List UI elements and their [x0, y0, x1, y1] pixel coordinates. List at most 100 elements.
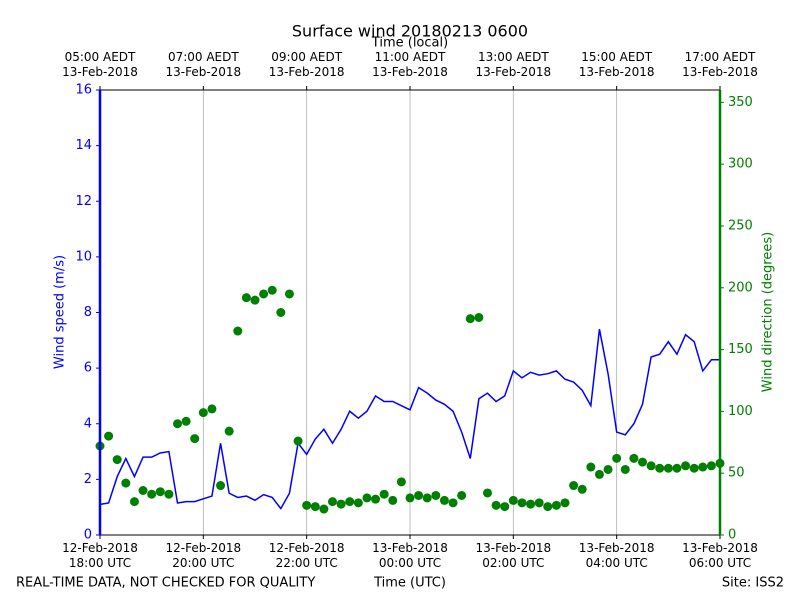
- direction-point: [173, 419, 182, 429]
- direction-point: [181, 416, 191, 426]
- y-tick-label: 2: [84, 472, 92, 487]
- chart-title: Surface wind 20180213 0600: [292, 22, 528, 41]
- y-tick-label: 16: [75, 83, 92, 98]
- x-tick-label: 13-Feb-2018 02:00 UTC: [475, 541, 552, 570]
- direction-point: [577, 484, 587, 494]
- y2-tick-label: 0: [728, 528, 736, 543]
- direction-point: [517, 498, 527, 508]
- direction-point: [508, 495, 518, 505]
- direction-point: [569, 481, 579, 491]
- direction-point: [500, 502, 510, 512]
- direction-point: [465, 314, 475, 324]
- y2-tick-label: 350: [728, 95, 753, 110]
- direction-point: [164, 489, 174, 499]
- direction-point: [551, 500, 561, 510]
- direction-point: [431, 490, 441, 500]
- x-axis-label: Time (UTC): [373, 576, 446, 591]
- direction-point: [371, 494, 381, 504]
- x-tick-label: 13-Feb-2018 04:00 UTC: [578, 541, 655, 570]
- direction-point: [491, 500, 501, 510]
- x-tick-label: 13-Feb-2018 06:00 UTC: [682, 541, 758, 570]
- y-tick-label: 4: [84, 416, 92, 431]
- direction-point: [319, 504, 329, 514]
- direction-point: [603, 464, 613, 474]
- direction-point: [336, 499, 346, 509]
- direction-point: [362, 493, 372, 503]
- direction-point: [594, 469, 604, 479]
- x2-tick-label: 11:00 AEDT 13-Feb-2018: [372, 50, 448, 79]
- x-tick-label: 12-Feb-2018 20:00 UTC: [165, 541, 242, 570]
- direction-point: [328, 497, 337, 507]
- direction-point: [388, 495, 398, 505]
- direction-point: [672, 463, 682, 473]
- direction-point: [655, 463, 665, 473]
- direction-point: [543, 502, 553, 512]
- direction-point: [241, 293, 251, 303]
- direction-point: [147, 489, 157, 499]
- direction-point: [474, 312, 484, 322]
- x2-tick-label: 17:00 AEDT 13-Feb-2018: [682, 50, 758, 79]
- y-axis-label: Wind speed (m/s): [53, 255, 68, 369]
- direction-point: [293, 436, 303, 446]
- direction-point: [302, 500, 312, 510]
- direction-point: [448, 498, 458, 508]
- footer-site: Site: ISS2: [722, 576, 784, 591]
- direction-point: [534, 498, 544, 508]
- x-tick-label: 12-Feb-2018 22:00 UTC: [268, 541, 345, 570]
- x2-tick-label: 13:00 AEDT 13-Feb-2018: [475, 50, 552, 79]
- x-tick-label: 13-Feb-2018 00:00 UTC: [372, 541, 448, 570]
- direction-point: [379, 489, 389, 499]
- direction-point: [207, 404, 217, 414]
- direction-point: [560, 498, 570, 508]
- y2-tick-label: 250: [728, 218, 753, 233]
- direction-point: [586, 462, 596, 472]
- direction-point: [216, 481, 226, 491]
- y-tick-label: 10: [75, 249, 92, 264]
- direction-point: [224, 426, 234, 436]
- direction-point: [155, 487, 165, 497]
- direction-point: [620, 464, 630, 474]
- footer-note: REAL-TIME DATA, NOT CHECKED FOR QUALITY: [16, 576, 315, 591]
- direction-point: [233, 326, 243, 336]
- direction-point: [138, 486, 148, 495]
- direction-point: [267, 285, 277, 295]
- x2-tick-label: 05:00 AEDT 13-Feb-2018: [62, 50, 138, 79]
- direction-point: [104, 431, 114, 441]
- speed-line: [99, 329, 720, 510]
- direction-point: [629, 453, 639, 463]
- direction-point: [284, 289, 294, 299]
- direction-point: [198, 408, 208, 418]
- direction-point: [276, 308, 286, 317]
- direction-point: [190, 434, 200, 444]
- direction-point: [129, 497, 139, 507]
- x2-tick-label: 09:00 AEDT 13-Feb-2018: [268, 50, 345, 79]
- direction-point: [405, 493, 415, 503]
- direction-point: [439, 495, 449, 505]
- x2-axis-label: Time (local): [371, 36, 448, 51]
- y2-tick-label: 200: [728, 280, 753, 295]
- direction-point: [638, 457, 647, 467]
- y2-axis-label: Wind direction (degrees): [761, 232, 776, 392]
- direction-point: [483, 488, 492, 498]
- y2-tick-label: 100: [728, 404, 753, 419]
- y-tick-label: 14: [75, 138, 92, 153]
- direction-point: [345, 497, 355, 507]
- direction-point: [310, 502, 320, 512]
- y-tick-label: 6: [84, 361, 92, 376]
- y-tick-label: 8: [84, 305, 92, 320]
- direction-point: [414, 490, 424, 500]
- direction-point: [457, 490, 467, 500]
- y2-tick-label: 300: [728, 157, 753, 172]
- direction-point: [698, 462, 708, 472]
- x2-tick-label: 15:00 AEDT 13-Feb-2018: [578, 50, 655, 79]
- direction-point: [121, 478, 131, 488]
- direction-point: [646, 461, 656, 471]
- direction-point: [250, 295, 260, 305]
- direction-point: [689, 463, 699, 473]
- x-tick-label: 12-Feb-2018 18:00 UTC: [62, 541, 138, 570]
- direction-point: [681, 461, 691, 471]
- direction-point: [526, 499, 536, 509]
- y-tick-label: 12: [75, 194, 92, 209]
